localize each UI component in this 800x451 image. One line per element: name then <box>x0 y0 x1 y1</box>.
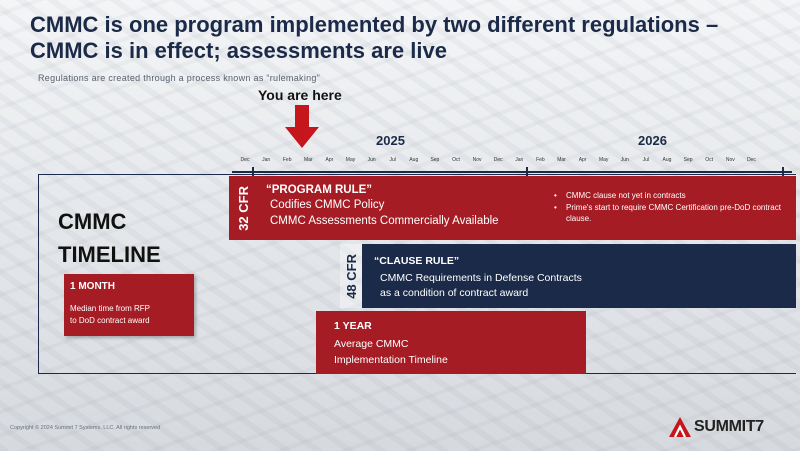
month-label: Jun <box>367 157 376 163</box>
clause-rule-heading: “CLAUSE RULE” <box>374 255 460 267</box>
month-label: Feb <box>282 157 292 163</box>
timeline-axis <box>232 171 792 173</box>
axis-tick <box>526 167 528 176</box>
program-rule-box: “PROGRAM RULE” Codifies CMMC Policy CMMC… <box>258 176 796 240</box>
program-rule-bullets: • CMMC clause not yet in contracts • Prime… <box>554 190 790 224</box>
month-label: Dec <box>746 157 756 163</box>
axis-tick <box>252 167 254 176</box>
month-label: Sep <box>683 157 693 163</box>
program-rule-tag: 32 CFR <box>229 176 258 240</box>
one-month-heading: 1 MONTH <box>70 281 115 292</box>
subtitle: Regulations are created through a proces… <box>38 73 321 83</box>
one-month-box: 1 MONTH Median time from RFP to DoD cont… <box>64 274 194 336</box>
clause-rule-tag: 48 CFR <box>340 244 362 308</box>
bullet-item: • Prime's start to require CMMC Certifica… <box>554 203 781 223</box>
one-month-line: Median time from RFP <box>70 304 151 313</box>
one-year-box: 1 YEAR Average CMMC Implementation Timel… <box>316 311 586 374</box>
clause-rule-box: “CLAUSE RULE” CMMC Requirements in Defen… <box>362 244 796 308</box>
month-label: Jan <box>515 157 524 163</box>
month-label: Sep <box>430 157 440 163</box>
program-rule-line: CMMC Assessments Commercially Available <box>270 215 499 227</box>
month-label: Oct <box>452 157 460 163</box>
program-rule-tag-text: 32 CFR <box>236 185 251 231</box>
one-year-line: Average CMMC <box>334 338 409 350</box>
down-arrow-icon <box>285 105 319 148</box>
month-label: Dec <box>240 157 250 163</box>
month-label: Nov <box>472 157 482 163</box>
month-label: Dec <box>493 157 503 163</box>
month-label: Jan <box>262 157 271 163</box>
program-rule-line: Codifies CMMC Policy <box>270 199 385 211</box>
year-label-2026: 2026 <box>638 133 667 148</box>
year-label-2025: 2025 <box>376 133 405 148</box>
month-label: Apr <box>325 157 334 163</box>
month-label: May <box>345 157 356 163</box>
you-are-here-label: You are here <box>258 87 342 103</box>
summit7-logo: SUMMIT7 <box>668 416 764 438</box>
bullet-item: • CMMC clause not yet in contracts <box>554 191 686 200</box>
month-label: Jun <box>620 157 629 163</box>
month-label: Oct <box>705 157 714 163</box>
month-label: Jul <box>389 157 396 163</box>
copyright: Copyright © 2024 Summit 7 Systems, LLC. … <box>10 425 161 431</box>
axis-tick <box>782 167 784 176</box>
month-label: Mar <box>557 157 566 163</box>
month-label: Aug <box>662 157 672 163</box>
timeline-heading: CMMC TIMELINE <box>58 205 161 271</box>
mountain-icon <box>669 417 691 438</box>
month-label: May <box>598 157 609 163</box>
program-rule-heading: “PROGRAM RULE” <box>266 184 373 196</box>
clause-rule-tag-text: 48 CFR <box>343 253 359 299</box>
month-label: Jul <box>642 157 650 163</box>
logo-text: SUMMIT7 <box>694 418 764 435</box>
one-year-heading: 1 YEAR <box>334 320 372 332</box>
month-label: Mar <box>303 157 313 163</box>
page-title: CMMC is one program implemented by two d… <box>30 12 719 63</box>
month-label: Nov <box>725 157 735 163</box>
clause-rule-line: as a condition of contract award <box>380 287 529 299</box>
month-label: Aug <box>409 157 419 163</box>
timeline-heading-line: CMMC <box>58 209 127 234</box>
month-label: Apr <box>578 157 587 163</box>
month-label: Feb <box>536 157 545 163</box>
clause-rule-line: CMMC Requirements in Defense Contracts <box>380 272 582 284</box>
one-year-line: Implementation Timeline <box>334 354 448 366</box>
timeline-heading-line: TIMELINE <box>58 242 161 267</box>
one-month-line: to DoD contract award <box>70 316 150 325</box>
